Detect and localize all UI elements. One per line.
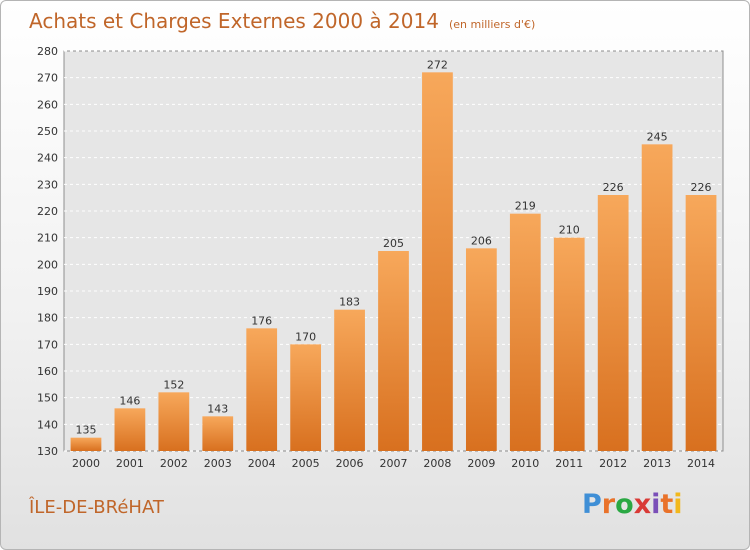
y-tick-label: 230 — [37, 178, 58, 191]
value-label-2005: 170 — [295, 330, 316, 343]
chart-title: Achats et Charges Externes 2000 à 2014 (e… — [29, 9, 535, 33]
value-label-2010: 219 — [515, 200, 536, 213]
y-axis-ticks: 130 140 150 160 170 180 190 200 210 220 230 240 250 2… — [37, 45, 58, 458]
y-tick-label: 280 — [37, 45, 58, 58]
x-tick-label: 2009 — [467, 457, 495, 470]
value-label-2001: 146 — [119, 394, 140, 407]
logo-letter: o — [615, 489, 634, 520]
x-tick-label: 2002 — [160, 457, 188, 470]
commune-name: ÎLE-DE-BRéHAT — [29, 497, 164, 518]
value-labels: 135 146 152 143 176 170 183 205 272 206 219 210 226 2… — [75, 58, 711, 436]
bar-2005 — [290, 344, 322, 451]
y-tick-label: 270 — [37, 72, 58, 85]
x-tick-label: 2006 — [336, 457, 364, 470]
x-tick-label: 2014 — [687, 457, 715, 470]
bar-2001 — [114, 408, 146, 451]
value-label-2006: 183 — [339, 296, 360, 309]
bar-2014 — [685, 195, 717, 451]
bar-2002 — [158, 392, 190, 451]
logo-letter: t — [660, 489, 674, 520]
x-axis-ticks: 2000 2001 2002 2003 2004 2005 2006 2007 2008 2009… — [72, 457, 715, 470]
value-label-2008: 272 — [427, 58, 448, 71]
bar-2009 — [465, 248, 497, 451]
x-tick-label: 2013 — [643, 457, 671, 470]
bar-2012 — [597, 195, 629, 451]
y-tick-label: 160 — [37, 365, 58, 378]
y-tick-label: 240 — [37, 152, 58, 165]
logo-letter: i — [651, 489, 661, 520]
bar-2008 — [422, 72, 453, 451]
y-tick-label: 170 — [37, 338, 58, 351]
value-label-2012: 226 — [603, 181, 624, 194]
bar-2004 — [246, 328, 278, 451]
x-tick-label: 2008 — [423, 457, 451, 470]
x-tick-label: 2003 — [204, 457, 232, 470]
y-tick-label: 130 — [37, 445, 58, 458]
bars — [70, 72, 717, 452]
y-tick-label: 220 — [37, 205, 58, 218]
value-label-2014: 226 — [691, 181, 712, 194]
y-tick-label: 150 — [37, 392, 58, 405]
x-tick-label: 2012 — [599, 457, 627, 470]
x-tick-label: 2007 — [380, 457, 408, 470]
value-label-2004: 176 — [251, 314, 272, 327]
bar-2013 — [641, 144, 673, 452]
bar-2006 — [334, 309, 365, 451]
value-label-2002: 152 — [163, 378, 184, 391]
x-tick-label: 2000 — [72, 457, 100, 470]
y-tick-label: 180 — [37, 312, 58, 325]
chart-subtitle: (en milliers d'€) — [448, 18, 536, 31]
logo-letter: i — [673, 489, 683, 520]
value-label-2009: 206 — [471, 234, 492, 247]
bar-2000 — [70, 437, 102, 451]
value-label-2007: 205 — [383, 237, 404, 250]
bar-2011 — [553, 237, 585, 451]
y-tick-label: 140 — [37, 418, 58, 431]
y-tick-label: 210 — [37, 232, 58, 245]
value-label-2003: 143 — [207, 402, 228, 415]
x-tick-label: 2005 — [292, 457, 320, 470]
logo-letter: r — [601, 489, 616, 520]
bar-2010 — [509, 213, 541, 451]
bar-2003 — [202, 416, 234, 451]
x-tick-label: 2001 — [116, 457, 144, 470]
logo-letter: P — [582, 489, 602, 520]
y-tick-label: 250 — [37, 125, 58, 138]
proxiti-logo: Proxiti — [582, 489, 683, 520]
chart-title-text: Achats et Charges Externes 2000 à 2014 — [29, 9, 439, 33]
value-label-2011: 210 — [559, 224, 580, 237]
bar-2007 — [378, 251, 409, 451]
y-tick-label: 190 — [37, 285, 58, 298]
value-label-2000: 135 — [75, 424, 96, 437]
y-tick-label: 260 — [37, 98, 58, 111]
value-label-2013: 245 — [647, 130, 668, 143]
x-tick-label: 2011 — [555, 457, 583, 470]
x-tick-label: 2010 — [511, 457, 539, 470]
y-tick-label: 200 — [37, 258, 58, 271]
x-tick-label: 2004 — [248, 457, 276, 470]
logo-letter: x — [633, 489, 652, 520]
